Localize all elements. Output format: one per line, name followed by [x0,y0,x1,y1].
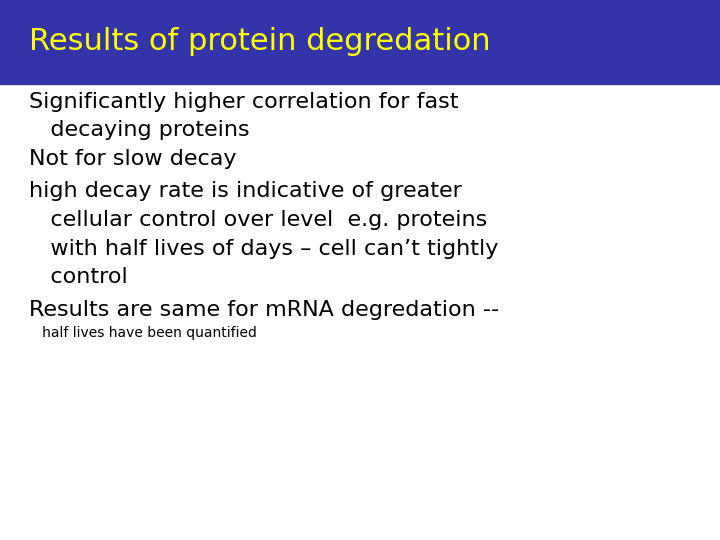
Text: control: control [29,267,127,287]
Text: Results of protein degredation: Results of protein degredation [29,28,490,56]
Text: Results are same for mRNA degredation --: Results are same for mRNA degredation -- [29,300,499,320]
Text: cellular control over level  e.g. proteins: cellular control over level e.g. protein… [29,210,487,230]
Text: high decay rate is indicative of greater: high decay rate is indicative of greater [29,181,462,201]
Text: half lives have been quantified: half lives have been quantified [29,326,256,340]
Text: with half lives of days – cell can’t tightly: with half lives of days – cell can’t tig… [29,239,498,259]
Text: Not for slow decay: Not for slow decay [29,149,236,169]
Text: Significantly higher correlation for fast: Significantly higher correlation for fas… [29,92,459,112]
Bar [0,0,720,84]
Text: decaying proteins: decaying proteins [29,120,249,140]
